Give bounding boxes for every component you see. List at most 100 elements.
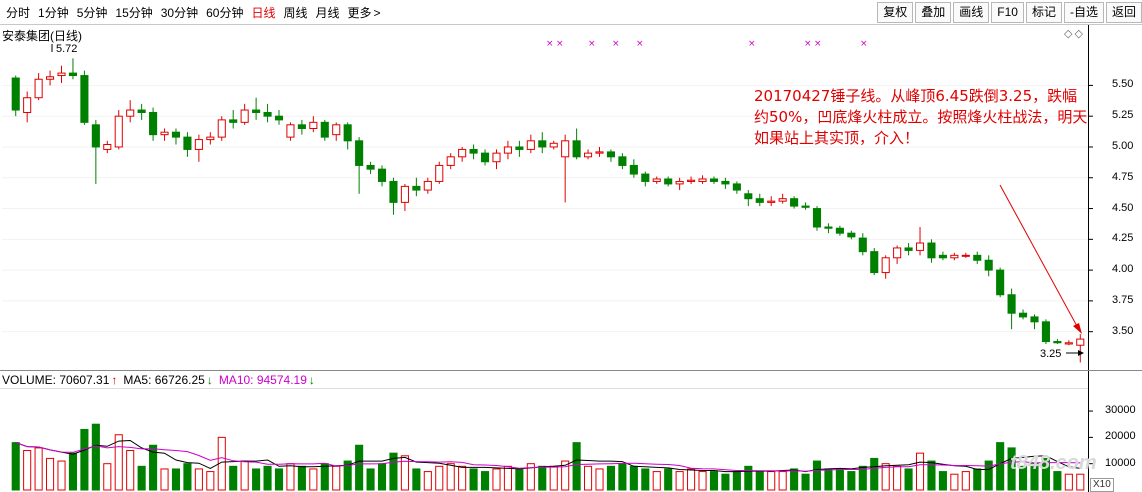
volume-bar [11,442,20,491]
tab-weekly[interactable]: 周线 [283,6,308,20]
candle-body [904,247,913,251]
tab-more[interactable]: 更多 > [344,4,385,21]
candle-body [274,115,284,121]
zoom-button[interactable]: X10 [1090,478,1114,492]
candle-body [126,109,135,117]
candle-body [893,247,902,259]
annotation-arrow [999,184,1079,329]
volume-bar [137,465,146,491]
candle-body [332,124,341,136]
diamond-icon[interactable]: ◇◇ [1064,28,1085,40]
volume-tick: 30000 [1105,404,1136,417]
volume-bar [881,463,890,491]
volume-bar [950,473,959,491]
candle-body [687,179,696,182]
candle-body [503,146,512,154]
mark-button[interactable]: 标记 [1025,2,1062,23]
price-tick: 4.00 [1112,263,1134,276]
volume-bar [984,460,993,491]
volume-bar [114,434,123,491]
candle-body [1064,342,1073,345]
candle-body [366,164,375,170]
candle-body [435,164,444,182]
candle-body [183,136,192,150]
candle-body [1007,294,1016,314]
volume-bar [515,468,524,491]
tab-daily[interactable]: 日线 [251,6,276,20]
volume-bar [721,473,730,491]
candle-body [1018,312,1028,318]
candle-body [755,198,764,203]
candle-body [870,251,879,274]
ma10-value: MA10: 94574.19 [218,373,307,387]
overlay-button[interactable]: 叠加 [915,2,952,23]
candle-body [584,152,593,158]
candle-body [309,121,318,130]
volume-bar [46,457,55,491]
candle-body [446,156,455,166]
candle-body [23,97,32,113]
tab-30min[interactable]: 30分钟 [160,6,199,20]
volume-bar [446,463,455,491]
candlesticks [11,58,1085,363]
volume-ma-lines [15,439,1081,473]
volume-bar [561,460,570,491]
candle-body [675,180,684,185]
volume-bar [286,463,295,491]
candle-body [515,146,524,150]
candle-body [698,178,707,182]
candle-body [217,119,226,138]
volume-bar [1041,457,1050,491]
candle-body [160,131,169,136]
remove-watchlist-button[interactable]: -自选 [1063,2,1104,23]
volume-bar [263,465,272,491]
tab-fenshi[interactable]: 分时 [6,6,31,20]
candle-body [68,72,78,77]
candle-body [721,180,730,185]
volume-bar [377,463,387,491]
candle-body [595,151,604,154]
tab-monthly[interactable]: 月线 [315,6,340,20]
price-tick: 4.50 [1112,201,1134,214]
volume-bar [973,468,982,491]
event-marker-icon: × [546,39,554,49]
volume-bar [400,455,409,491]
event-marker-icon: × [748,39,756,49]
candle-body [480,152,490,163]
volume-bar [355,444,364,491]
candle-body [973,254,982,261]
volume-tick: 10000 [1105,456,1136,469]
draw-line-button[interactable]: 画线 [953,2,990,23]
volume-bar [1007,447,1016,491]
grid-lines [0,25,1142,492]
volume-bar [927,460,936,491]
volume-bar [744,465,753,491]
volume-bar [549,465,558,491]
fuquan-button[interactable]: 复权 [877,2,914,23]
back-button[interactable]: 返回 [1105,2,1142,23]
volume-tick: 20000 [1105,430,1136,443]
tab-1min[interactable]: 1分钟 [38,6,69,20]
candle-body [206,136,215,141]
candle-body [1053,341,1062,344]
arrow-down-icon: ↓ [206,373,213,387]
tab-60min[interactable]: 60分钟 [206,6,244,20]
volume-bar [915,452,925,491]
volume-bar [206,471,215,491]
tab-15min[interactable]: 15分钟 [115,6,153,20]
analysis-annotation: 20170427锤子线。从峰顶6.45跌倒3.25，跌幅约50%，凹底烽火柱成立… [754,87,1088,147]
volume-bar [904,468,913,491]
volume-bar [297,465,306,491]
f10-button[interactable]: F10 [991,2,1024,23]
volume-bar [629,465,638,491]
volume-bar [709,471,719,491]
event-marker-icon: × [814,39,822,49]
stock-title: 安泰集团(日线) [2,29,82,43]
volume-bar [34,447,43,491]
volume-bar [320,463,329,491]
candle-body [1076,338,1085,346]
candle-body [320,121,329,138]
tab-5min[interactable]: 5分钟 [76,6,108,20]
candle-body [641,173,650,182]
